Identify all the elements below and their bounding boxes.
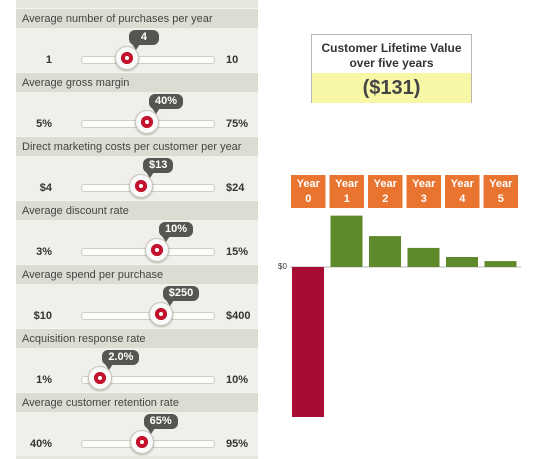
slider-min-label: 40% <box>29 438 52 450</box>
slider-min-label: $10 <box>33 310 52 322</box>
slider-value-bubble: 65% <box>143 414 178 434</box>
slider-row: 5% 40% 75% <box>16 92 258 136</box>
slider-min-label: 5% <box>36 118 52 130</box>
slider-value-bubble: $250 <box>162 286 200 306</box>
year-header-box <box>445 175 480 208</box>
slider-handle[interactable] <box>135 110 159 134</box>
year-header-label: Year <box>297 178 321 190</box>
cash-flow-chart: $0 Year 0 Year 1 Year 2 Year 3 Year 4 Year 5 <box>278 175 521 417</box>
year-header-box <box>483 175 518 208</box>
year-header-label: Year <box>335 178 359 190</box>
slider-group: Average gross margin 5% 40% 75% <box>16 72 258 136</box>
slider-group: Average discount rate 3% 10% 15% <box>16 200 258 264</box>
slider-value-bubble: 4 <box>128 30 159 50</box>
slider-value-bubble: $13 <box>143 158 174 178</box>
slider-min-label: 3% <box>36 246 52 258</box>
clv-title-line1: Customer Lifetime Value <box>321 41 462 55</box>
clv-value: ($131) <box>312 73 471 103</box>
slider-row: $10 $250 $400 <box>16 284 258 328</box>
year-header-number: 3 <box>421 193 427 205</box>
year-header-label: Year <box>412 178 436 190</box>
slider-max-label: 10 <box>226 54 239 66</box>
slider-group: Direct marketing costs per customer per … <box>16 136 258 200</box>
slider-handle[interactable] <box>114 46 139 70</box>
year-header-box <box>406 175 441 208</box>
slider-label: Average customer retention rate <box>16 392 258 412</box>
slider-max-label: 15% <box>226 246 249 258</box>
year-header-number: 2 <box>382 193 388 205</box>
slider-max-label: 75% <box>226 118 249 130</box>
year-header-number: 5 <box>498 193 504 205</box>
slider-max-label: $400 <box>226 310 251 322</box>
year-header-number: 0 <box>305 193 311 205</box>
slider-value-bubble: 2.0% <box>102 350 140 370</box>
cash-flow-bar <box>330 215 363 267</box>
slider-min-label: $4 <box>39 182 52 194</box>
slider-row: $4 $13 $24 <box>16 156 258 200</box>
year-header-number: 4 <box>459 193 466 205</box>
year-header-label: Year <box>489 178 513 190</box>
slider-label: Direct marketing costs per customer per … <box>16 136 258 156</box>
year-header-number: 1 <box>344 193 350 205</box>
slider-max-label: 10% <box>226 374 249 386</box>
slider-group: Acquisition response rate 1% 2.0% 10% <box>16 328 258 392</box>
slider-max-label: 95% <box>226 438 249 450</box>
slider-min-label: 1% <box>36 374 52 386</box>
year-header-box <box>368 175 403 208</box>
slider-label: Acquisition response rate <box>16 328 258 348</box>
year-header-box <box>329 175 364 208</box>
slider-track[interactable] <box>81 56 215 64</box>
cash-flow-bar <box>292 267 324 417</box>
slider-label: Average spend per purchase <box>16 264 258 284</box>
slider-row: 1% 2.0% 10% <box>16 348 258 392</box>
clv-title-line2: over five years <box>349 56 434 70</box>
slider-group: Average spend per purchase $10 $250 $400 <box>16 264 258 328</box>
slider-track[interactable] <box>81 312 215 320</box>
zero-axis-label: $0 <box>278 262 287 271</box>
slider-row: 3% 10% 15% <box>16 220 258 264</box>
slider-panel: Average number of purchases per year 1 4 10… <box>16 0 258 459</box>
slider-handle[interactable] <box>144 238 169 262</box>
slider-handle[interactable] <box>129 174 153 198</box>
slider-min-label: 1 <box>45 54 52 66</box>
year-header-label: Year <box>451 178 475 190</box>
slider-max-label: $24 <box>226 182 245 194</box>
slider-group: Average customer retention rate 40% 65% 95% <box>16 392 258 456</box>
slider-handle[interactable] <box>129 430 154 454</box>
slider-label: Average number of purchases per year <box>16 8 258 28</box>
slider-label: Average gross margin <box>16 72 258 92</box>
slider-label: Average discount rate <box>16 200 258 220</box>
cash-flow-bar <box>407 247 440 267</box>
cash-flow-bar <box>446 257 478 267</box>
slider-row: 1 4 10 <box>16 28 258 72</box>
slider-track[interactable] <box>81 376 215 384</box>
slider-value-bubble: 10% <box>158 222 193 242</box>
slider-handle[interactable] <box>88 366 113 390</box>
clv-box: Customer Lifetime Value over five years … <box>311 34 472 103</box>
slider-row: 40% 65% 95% <box>16 412 258 456</box>
cash-flow-bar <box>484 261 517 267</box>
slider-group: Average number of purchases per year 1 4 10 <box>16 8 258 72</box>
slider-handle[interactable] <box>148 302 173 326</box>
year-header-box <box>291 175 326 208</box>
slider-value-bubble: 40% <box>149 94 184 114</box>
cash-flow-bar <box>369 236 401 267</box>
year-header-label: Year <box>374 178 398 190</box>
